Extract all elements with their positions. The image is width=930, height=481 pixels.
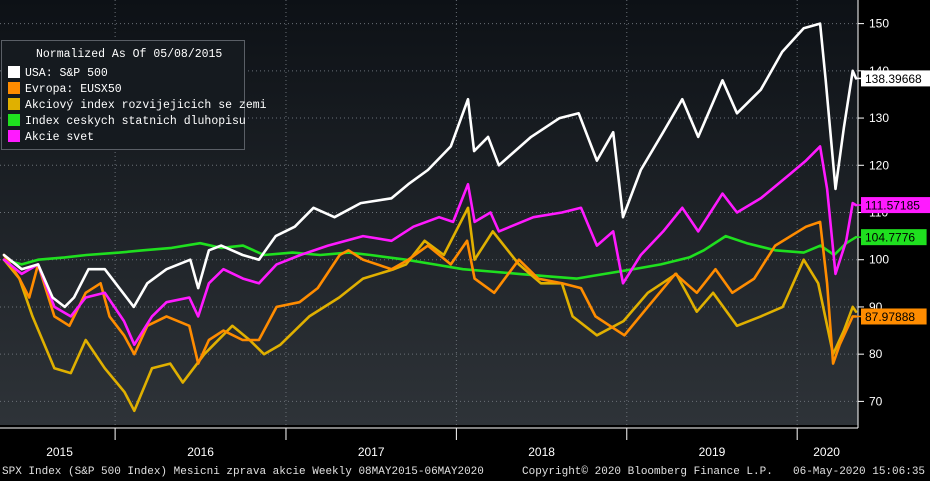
legend-swatch (8, 98, 20, 110)
legend-swatch (8, 82, 20, 94)
footer-timestamp: 06-May-2020 15:06:35 (793, 466, 926, 478)
legend-item-czech-bonds: Index ceskych statnich dluhopisu (8, 114, 246, 128)
x-tick-label: 2016 (187, 445, 214, 459)
last-value-box (861, 197, 930, 214)
x-tick-label: 2015 (46, 445, 73, 459)
series-line-1 (2, 220, 858, 365)
line-chart: 708090100110120130140150 201520162017201… (0, 0, 930, 459)
legend-label: Akciový index rozvijejicich se zemi (25, 99, 267, 112)
x-tick-label: 2017 (358, 445, 385, 459)
last-value-box (861, 229, 927, 246)
x-tick-label: 2019 (699, 445, 726, 459)
horizontal-gridlines (0, 23, 858, 402)
series-line-2 (2, 206, 858, 413)
legend-swatch (8, 130, 20, 142)
legend-label: USA: S&P 500 (25, 67, 108, 80)
legend-title: Normalized As Of 05/08/2015 (36, 48, 223, 61)
footer-description: SPX Index (S&P 500 Index) Mesicni zprava… (2, 466, 484, 478)
y-tick-label: 70 (869, 394, 883, 408)
y-tick-label: 120 (869, 158, 889, 172)
last-value-label: 87.97888 (865, 310, 915, 324)
series-line-3 (2, 234, 858, 280)
x-axis-ticks: 2015 2016 2017 2018 2019 2020 (46, 428, 840, 459)
y-tick-label: 100 (869, 253, 889, 267)
last-value-box (861, 308, 927, 325)
last-value-box (861, 70, 930, 87)
series-line-4 (2, 145, 858, 346)
legend-swatch (8, 114, 20, 126)
x-tick-label: 2020 (813, 445, 840, 459)
last-value-label: 104.7776 (865, 231, 915, 245)
series-line-0 (2, 22, 858, 309)
legend-label: Akcie svet (25, 131, 95, 144)
footer-bar: SPX Index (S&P 500 Index) Mesicni zprava… (0, 464, 930, 481)
legend-item-eusx50: Evropa: EUSX50 (8, 82, 122, 96)
legend-label: Index ceskych statnich dluhopisu (25, 115, 246, 128)
series-layer (2, 22, 858, 413)
legend-item-world: Akcie svet (8, 130, 94, 144)
x-tick-label: 2018 (528, 445, 555, 459)
last-value-labels: 138.39668 87.97888 104.7776 111.57185 (856, 70, 930, 325)
legend-item-sp500: USA: S&P 500 (8, 66, 108, 80)
footer-copyright: Copyright© 2020 Bloomberg Finance L.P. (522, 466, 773, 478)
last-value-label: 111.57185 (865, 199, 920, 213)
y-tick-label: 130 (869, 111, 889, 125)
legend: Normalized As Of 05/08/2015 USA: S&P 500… (1, 40, 267, 150)
legend-label: Evropa: EUSX50 (25, 83, 122, 96)
y-tick-label: 150 (869, 17, 889, 31)
legend-swatch (8, 66, 20, 78)
last-value-label: 138.39668 (865, 72, 922, 86)
legend-item-emerging: Akciový index rozvijejicich se zemi (8, 98, 267, 112)
y-axis-ticks: 708090100110120130140150 (858, 17, 889, 408)
y-tick-label: 80 (869, 347, 883, 361)
